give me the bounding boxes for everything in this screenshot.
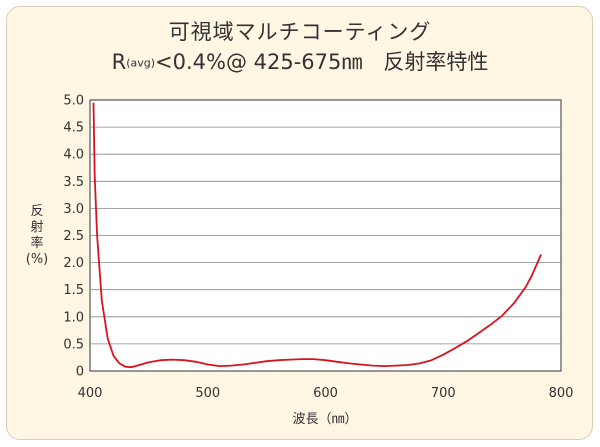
- chart-subtitle: R(avg)<0.4%@ 425-675㎚ 反射率特性: [0, 46, 600, 76]
- x-tick-label: 400: [78, 386, 103, 401]
- subtitle-suffix: <0.4%@ 425-675㎚ 反射率特性: [155, 50, 489, 74]
- x-tick-label: 600: [313, 386, 338, 401]
- subtitle-sub: (avg): [126, 56, 156, 70]
- y-axis-label-char: 率: [30, 236, 44, 251]
- grid-lines: [90, 126, 561, 345]
- y-tick-label: 1.0: [63, 310, 84, 325]
- y-tick-label: 1.5: [63, 283, 84, 298]
- x-axis-label: 波長（㎚）: [292, 412, 358, 427]
- y-tick-label: 0: [76, 365, 84, 380]
- y-tick-label: 0.5: [63, 337, 84, 352]
- x-tick-label: 500: [195, 386, 220, 401]
- x-tick-label: 700: [431, 386, 456, 401]
- y-tick-label: 2.5: [63, 229, 84, 244]
- y-tick-label: 2.0: [63, 256, 84, 271]
- y-axis-label-char: (%): [25, 252, 49, 267]
- y-tick-label: 3.5: [63, 175, 84, 190]
- y-tick-label: 5.0: [63, 94, 84, 109]
- y-tick-label: 4.5: [63, 121, 84, 136]
- y-tick-label: 3.0: [63, 202, 84, 217]
- subtitle-prefix: R: [111, 50, 127, 74]
- y-axis-label: 反 射 率 (%): [22, 204, 52, 268]
- series-layer: [92, 102, 542, 369]
- reflectance-line: [92, 102, 542, 369]
- chart-title: 可視域マルチコーティング: [168, 20, 432, 44]
- y-axis-label-char: 反: [30, 204, 44, 219]
- y-axis-label-char: 射: [30, 220, 44, 235]
- tick-labels: 0 0.5 1.0 1.5 2.0 2.5 3.0 3.5 4.0 4.5 5.0 400 500 600…: [63, 94, 573, 402]
- y-tick-label: 4.0: [63, 148, 84, 163]
- x-tick-label: 800: [549, 386, 574, 401]
